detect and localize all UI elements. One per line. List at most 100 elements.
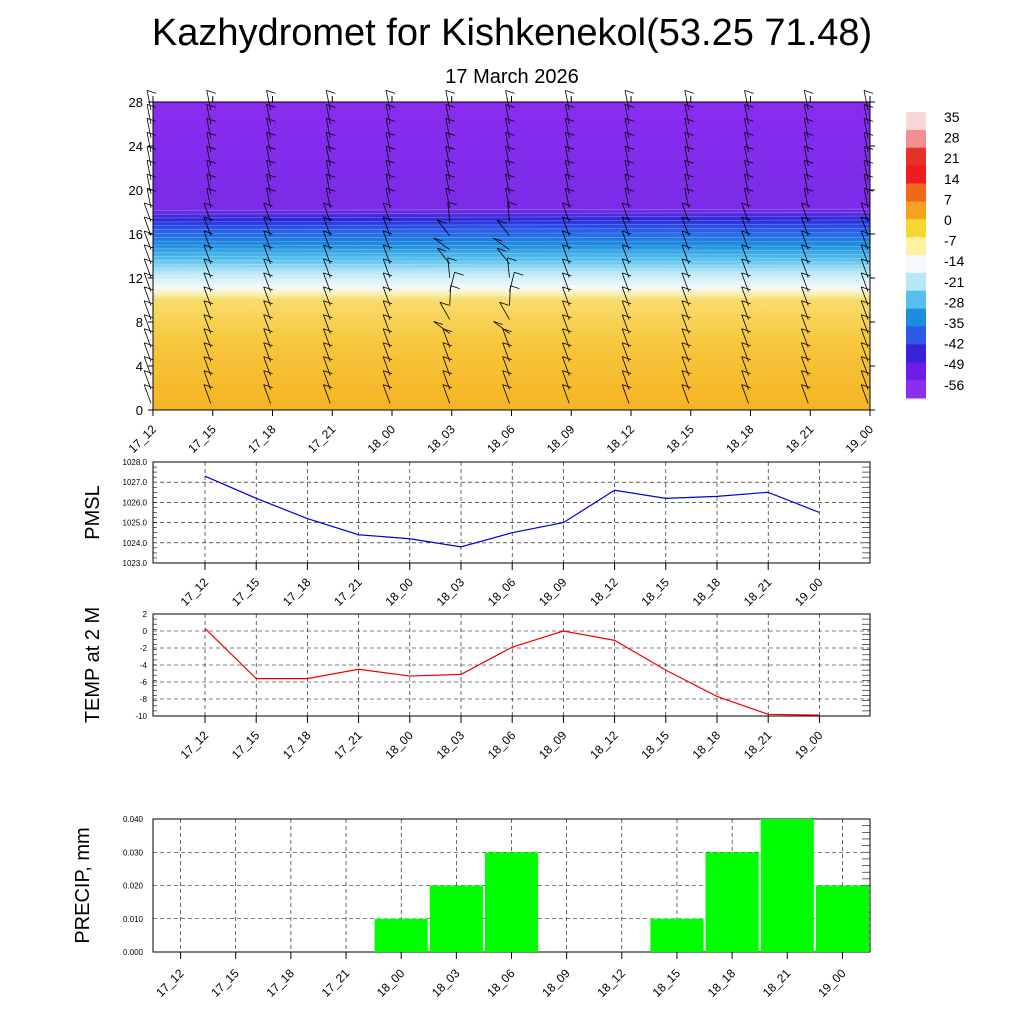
wind-barb-flag xyxy=(203,286,214,291)
wind-barb xyxy=(385,174,391,194)
y-tick-label: 0.000 xyxy=(123,948,144,957)
y-tick-label: 0.030 xyxy=(123,848,144,857)
wind-barb xyxy=(624,118,630,139)
wind-barb-flag xyxy=(206,173,216,178)
wind-barb xyxy=(505,146,510,166)
wind-barb-flag xyxy=(861,384,871,388)
wind-barb xyxy=(863,104,869,125)
wind-barb xyxy=(801,258,809,278)
wind-barb-flag xyxy=(562,272,572,277)
wind-barb-flag xyxy=(383,216,393,221)
wind-barb-flag xyxy=(263,314,273,319)
wind-barb-flag xyxy=(206,90,216,94)
x-tick-label: 17_21 xyxy=(331,575,365,609)
colorbar-swatch xyxy=(906,147,926,167)
wind-barb-flag xyxy=(323,342,333,347)
wind-barb xyxy=(203,286,212,306)
wind-barb xyxy=(684,146,690,166)
wind-barb xyxy=(143,314,152,334)
wind-barb xyxy=(860,328,869,348)
x-tick-label: 17_21 xyxy=(319,966,353,1000)
wind-barb-flag xyxy=(684,131,694,136)
wind-barb xyxy=(564,188,570,208)
contour-line xyxy=(152,278,871,280)
x-tick-label: 17_21 xyxy=(331,728,365,762)
precip-bar xyxy=(374,918,428,952)
wind-barb xyxy=(263,300,271,320)
wind-barb-flag xyxy=(622,244,632,249)
wind-barb xyxy=(621,328,630,348)
wind-barb-flag xyxy=(144,370,154,375)
wind-barb xyxy=(741,314,749,334)
wind-barb xyxy=(263,286,271,306)
wind-barb xyxy=(860,384,869,404)
wind-barb-flag xyxy=(499,301,509,306)
wind-barb-flag xyxy=(266,90,276,94)
wind-barb-flag xyxy=(681,216,692,221)
wind-barb xyxy=(502,370,510,390)
wind-barb-flag xyxy=(741,314,751,319)
wind-barb xyxy=(263,258,271,278)
wind-barb-flag xyxy=(323,230,333,235)
wind-barb xyxy=(863,132,869,153)
wind-barb xyxy=(562,328,570,348)
wind-barb-flag xyxy=(624,104,635,108)
wind-barb-flag xyxy=(502,370,512,375)
wind-barb-flag xyxy=(681,314,692,319)
wind-barb-flag xyxy=(624,187,635,192)
wind-barb xyxy=(323,272,331,292)
wind-barb xyxy=(203,230,212,250)
wind-barb-flag xyxy=(863,159,874,164)
wind-barb xyxy=(562,244,570,264)
precip-bar xyxy=(760,819,814,952)
wind-barb xyxy=(266,174,271,194)
colorbar-swatch xyxy=(906,219,926,238)
precip-ylabel: PRECIP, mm xyxy=(72,827,94,943)
wind-barb-flag xyxy=(622,384,632,388)
x-tick-label: 18_09 xyxy=(536,728,570,762)
wind-barb xyxy=(803,160,809,180)
wind-barb xyxy=(385,104,391,125)
wind-barb-flag xyxy=(263,272,273,277)
wind-barb-flag xyxy=(744,90,754,94)
wind-barb-flag xyxy=(203,272,214,277)
x-tick-label: 18_12 xyxy=(604,422,638,456)
wind-barb-flag xyxy=(744,159,754,164)
precip-bar xyxy=(815,885,869,952)
wind-barb-flag xyxy=(861,314,871,319)
wind-barb-flag xyxy=(383,244,393,249)
x-tick-label: 18_18 xyxy=(690,728,724,762)
contour-line xyxy=(152,263,871,266)
wind-barb-flag xyxy=(681,370,692,375)
wind-barb-flag xyxy=(385,90,396,94)
y-tick-label: 0 xyxy=(143,627,148,636)
wind-barb-flag xyxy=(741,230,751,235)
wind-barb xyxy=(445,160,451,180)
wind-barb xyxy=(681,314,690,334)
contour-line xyxy=(152,212,871,215)
wind-barb xyxy=(681,216,690,236)
wind-barb xyxy=(382,328,391,348)
wind-barb-flag xyxy=(323,244,333,249)
wind-barb xyxy=(741,328,749,348)
colorbar-swatch xyxy=(906,237,926,256)
wind-barb xyxy=(323,370,331,390)
wind-barb xyxy=(801,314,809,334)
wind-barb xyxy=(492,237,510,251)
wind-barb xyxy=(741,272,749,292)
y-tick-label: 1028.0 xyxy=(123,458,148,467)
wind-barb-flag xyxy=(624,90,635,94)
wind-barb-flag xyxy=(505,173,515,178)
colorbar-label: 7 xyxy=(944,191,952,207)
x-tick-label: 18_06 xyxy=(484,422,518,456)
wind-barb-flag xyxy=(502,356,512,361)
wind-barb-flag xyxy=(863,117,874,122)
wind-barb-flag xyxy=(622,314,632,319)
wind-barb xyxy=(801,230,809,250)
y-tick-label: 0 xyxy=(136,403,143,418)
x-tick-label: 19_00 xyxy=(792,728,826,762)
wind-barb xyxy=(684,90,690,111)
wind-barb-flag xyxy=(323,216,333,221)
wind-barb xyxy=(325,118,331,139)
wind-barb xyxy=(860,300,869,320)
